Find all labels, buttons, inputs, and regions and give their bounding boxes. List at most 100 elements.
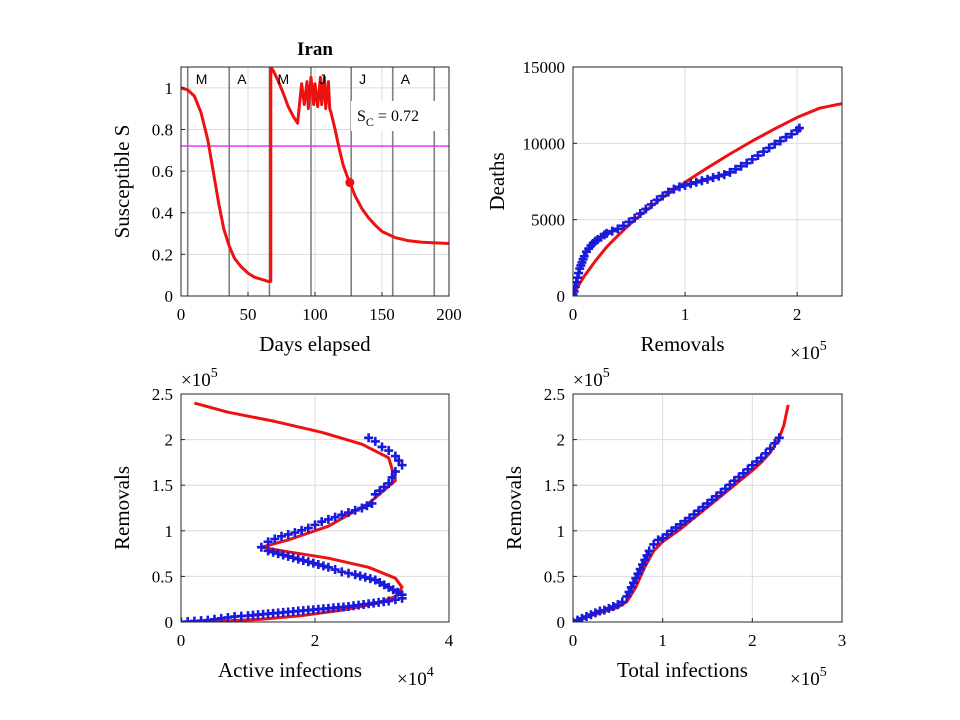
data-point [640, 555, 650, 565]
data-point [607, 226, 617, 236]
y-tick-label: 0 [165, 613, 174, 632]
data-point [719, 170, 729, 180]
data-point-fill [770, 438, 780, 448]
data-point [390, 467, 400, 477]
y-tick-label: 0 [557, 613, 566, 632]
y-tick-label: 0.5 [152, 567, 173, 586]
data-point [742, 158, 752, 168]
month-label: J [359, 71, 366, 87]
data-point [691, 177, 701, 187]
y-tick-label: 0.6 [152, 162, 173, 181]
y-tick-label: 1.5 [544, 476, 565, 495]
data-point [370, 436, 380, 446]
data-point [277, 531, 286, 541]
data-point-fill [268, 547, 278, 557]
x-axis-exponent: ×104 [397, 665, 434, 690]
data-point [323, 562, 333, 572]
data-point-fill [288, 553, 298, 563]
x-tick-label: 2 [793, 305, 802, 324]
y-tick-label: 0.2 [152, 245, 173, 264]
data-point [263, 546, 273, 556]
data-point [624, 217, 634, 227]
observed-data-series [181, 433, 407, 622]
data-point [626, 582, 636, 592]
y-tick-label: 0.5 [544, 567, 565, 586]
data-point-fill [642, 550, 652, 560]
data-point-fill [629, 578, 639, 588]
data-point [617, 597, 627, 607]
data-point [794, 123, 804, 133]
y-tick-label: 1.5 [152, 476, 173, 495]
critical-point-marker [345, 178, 355, 188]
y-tick-label: 2.5 [152, 385, 173, 404]
x-tick-label: 2 [311, 631, 320, 650]
annotation-box [351, 101, 445, 131]
month-label: A [237, 71, 247, 87]
y-tick-label: 0 [165, 287, 174, 306]
data-point [384, 596, 394, 606]
data-point [357, 503, 367, 513]
data-point-fill [273, 549, 283, 559]
plot-content [181, 401, 407, 622]
data-point [753, 151, 763, 161]
y-tick-label: 0.8 [152, 120, 173, 139]
data-point-fill [313, 560, 323, 570]
data-point [635, 564, 645, 574]
plot-content [573, 404, 790, 622]
model-curve [181, 67, 449, 283]
data-point [765, 444, 775, 454]
data-point [708, 173, 718, 183]
data-point [725, 167, 735, 177]
data-point [367, 498, 377, 508]
y-axis-label: Susceptible S [110, 125, 134, 239]
data-point-fill [283, 529, 293, 539]
data-point-fill [390, 595, 400, 605]
data-point [770, 139, 780, 149]
data-point [283, 551, 293, 561]
data-point [579, 251, 589, 261]
data-point [622, 591, 632, 601]
y-axis-label: Removals [110, 466, 134, 550]
data-point-fill [350, 505, 360, 515]
data-point [646, 199, 656, 209]
chart-title: Iran [297, 39, 333, 60]
y-tick-label: 15000 [523, 58, 566, 77]
x-tick-label: 2 [748, 631, 757, 650]
data-point [658, 191, 668, 201]
data-point [630, 213, 640, 223]
data-point-fill [365, 574, 375, 584]
data-point [674, 182, 684, 192]
x-tick-label: 0 [177, 631, 186, 650]
data-point [781, 132, 791, 142]
axes-frame [572, 66, 843, 297]
data-point-fill [270, 534, 280, 544]
data-point [263, 537, 273, 547]
x-axis-exponent: ×105 [790, 339, 827, 364]
data-point [680, 180, 690, 190]
y-axis-label: Removals [502, 466, 526, 550]
x-tick-label: 1 [658, 631, 667, 650]
x-tick-label: 100 [302, 305, 328, 324]
data-point [736, 161, 746, 171]
observed-data-series [573, 123, 804, 296]
y-tick-label: 2 [165, 431, 174, 450]
data-point-fill [633, 569, 643, 579]
data-point-fill [637, 560, 647, 570]
data-point-fill [360, 572, 370, 582]
data-point [644, 546, 654, 556]
y-tick-label: 5000 [531, 211, 565, 230]
y-axis-exponent: ×105 [573, 366, 610, 391]
axes-frame [572, 393, 843, 623]
data-point [774, 433, 784, 443]
data-point [344, 508, 353, 518]
x-tick-label: 150 [369, 305, 395, 324]
data-point [256, 542, 266, 552]
data-point [669, 184, 679, 194]
data-point [290, 528, 300, 538]
data-point [635, 209, 645, 219]
data-point [787, 129, 797, 139]
susceptible-panel: M A M J J A 0 50 100 150 200 0 0.2 0.4 0.6 0.8 1 Days ela… [110, 39, 462, 356]
data-point-fill [308, 558, 318, 568]
data-point-fill [323, 514, 333, 524]
data-point [703, 174, 712, 184]
